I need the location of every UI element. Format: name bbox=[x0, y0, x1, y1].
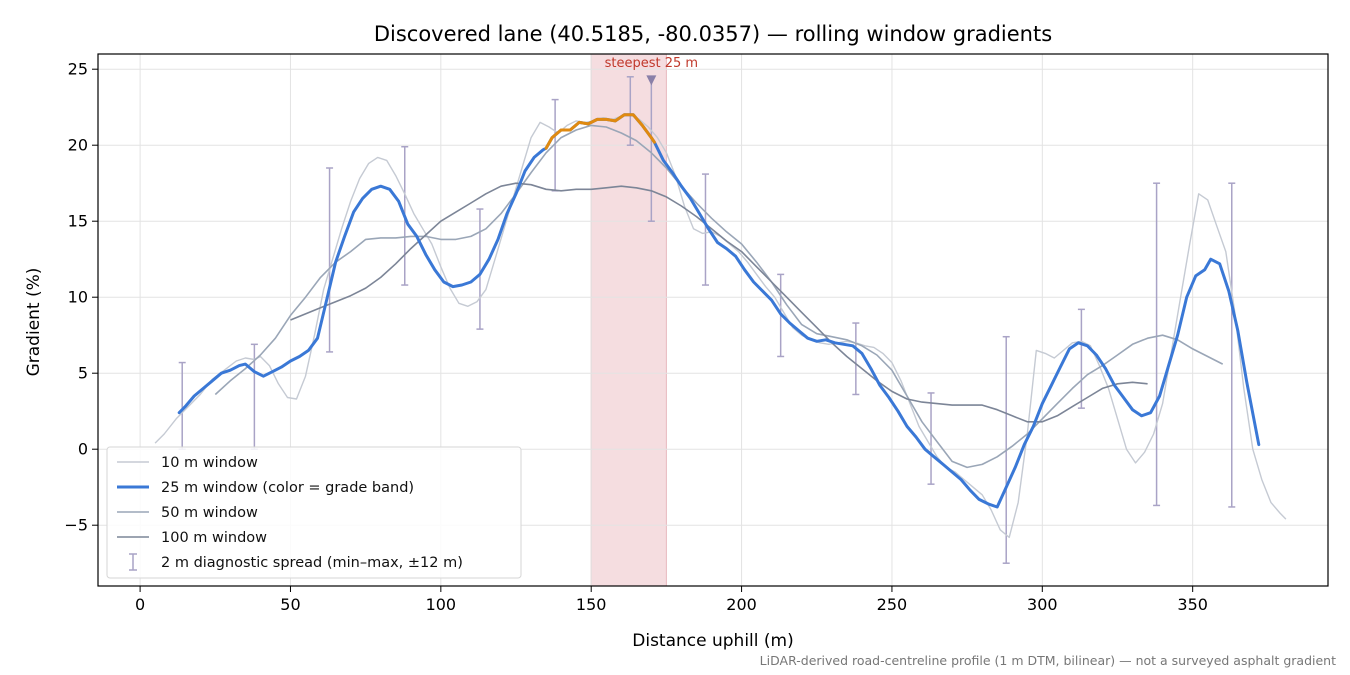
series-25m-steep-segment bbox=[544, 113, 656, 150]
x-tick-label: 250 bbox=[877, 595, 908, 614]
steepest-band bbox=[590, 53, 667, 587]
y-tick-label: 20 bbox=[68, 136, 88, 155]
plot-area: steepest 25 m 0 50 100 150 200 250 300 350 −5 0 5 10… bbox=[64, 53, 1329, 614]
series-50m-line bbox=[214, 124, 1224, 469]
y-tick-label: 0 bbox=[78, 440, 88, 459]
legend-label: 100 m window bbox=[161, 530, 267, 546]
series-25m-line bbox=[177, 113, 1261, 509]
y-tick-label: 5 bbox=[78, 364, 88, 383]
y-tick-label: 25 bbox=[68, 60, 88, 79]
x-tick-label: 50 bbox=[280, 595, 300, 614]
y-tick-label: 10 bbox=[68, 288, 88, 307]
y-tick-label: −5 bbox=[64, 516, 88, 535]
y-axis-label: Gradient (%) bbox=[24, 268, 44, 377]
steepest-annotation: steepest 25 m bbox=[605, 56, 698, 71]
legend-box bbox=[106, 446, 522, 579]
x-tick-label: 100 bbox=[426, 595, 457, 614]
x-axis-label: Distance uphill (m) bbox=[632, 631, 793, 651]
series-100m-line bbox=[290, 182, 1148, 423]
steepest-marker bbox=[646, 75, 657, 86]
axes-frame bbox=[97, 53, 1329, 587]
x-tick-label: 0 bbox=[135, 595, 145, 614]
x-tick-label: 300 bbox=[1027, 595, 1058, 614]
legend-label: 2 m diagnostic spread (min–max, ±12 m) bbox=[161, 555, 463, 571]
x-tick-label: 200 bbox=[726, 595, 757, 614]
y-tick-label: 15 bbox=[68, 212, 88, 231]
x-tick-label: 350 bbox=[1177, 595, 1208, 614]
chart-title: Discovered lane (40.5185, -80.0357) — ro… bbox=[374, 22, 1052, 46]
legend-label: 25 m window (color = grade band) bbox=[161, 480, 414, 496]
legend-label: 50 m window bbox=[161, 505, 258, 521]
legend-label: 10 m window bbox=[161, 455, 258, 471]
footnote: LiDAR-derived road-centreline profile (1… bbox=[760, 653, 1336, 668]
x-tick-label: 150 bbox=[576, 595, 607, 614]
